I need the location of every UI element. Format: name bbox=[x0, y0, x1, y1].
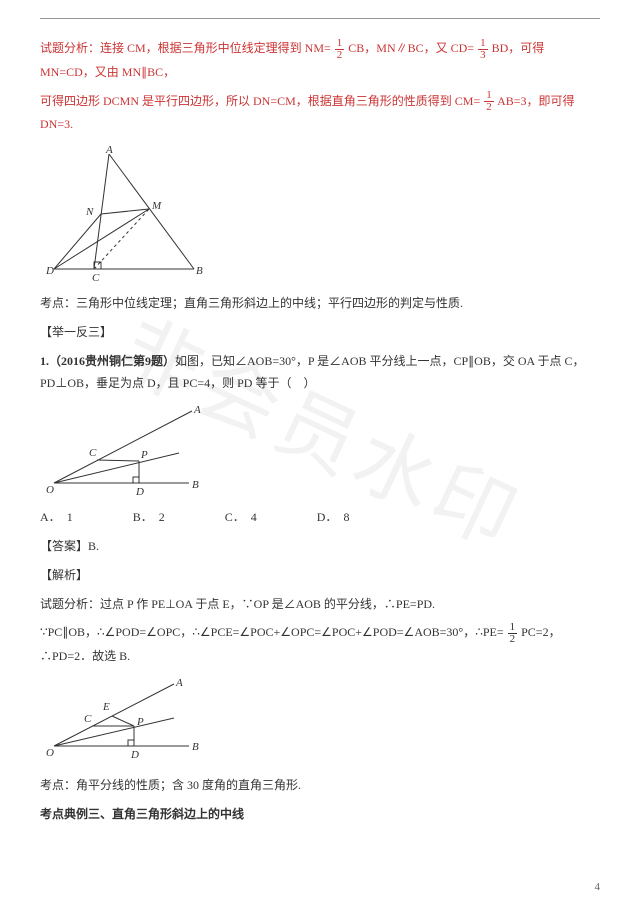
fig3-label-C: C bbox=[84, 713, 92, 725]
fig2-label-A: A bbox=[193, 404, 201, 416]
analysis-text-4: 可得四边形 DCMN 是平行四边形，所以 DN=CM，根据直角三角形的性质得到 … bbox=[40, 94, 480, 108]
fig2-label-C: C bbox=[89, 447, 97, 459]
fig3-label-B: B bbox=[192, 741, 199, 753]
question-1: 1.（2016贵州铜仁第9题）如图，已知∠AOB=30°，P 是∠AOB 平分线… bbox=[40, 350, 600, 396]
kaodian-1: 考点：三角形中位线定理；直角三角形斜边上的中线；平行四边形的判定与性质. bbox=[40, 292, 600, 315]
fig3-label-D: D bbox=[130, 749, 139, 761]
dianli-3: 考点典例三、直角三角形斜边上的中线 bbox=[40, 803, 600, 826]
fig1-label-D: D bbox=[45, 265, 54, 277]
fraction-2: 13 bbox=[478, 38, 488, 61]
fig2-label-D: D bbox=[135, 486, 144, 498]
choices-row: A． 1 B． 2 C． 4 D． 8 bbox=[40, 506, 600, 529]
fan3-heading: 【举一反三】 bbox=[40, 321, 600, 344]
fig1-label-A: A bbox=[105, 144, 113, 156]
analysis-text-2: CB，MN∥BC，又 CD= bbox=[348, 41, 474, 55]
fraction-4: 12 bbox=[508, 622, 518, 645]
fig2-label-O: O bbox=[46, 484, 54, 496]
analysis-red-line2: 可得四边形 DCMN 是平行四边形，所以 DN=CM，根据直角三角形的性质得到 … bbox=[40, 90, 600, 137]
figure-1: A B C D N M bbox=[44, 144, 204, 284]
question-1-head: 1.（2016贵州铜仁第9题） bbox=[40, 354, 175, 368]
fig1-label-M: M bbox=[151, 200, 162, 212]
fig3-label-O: O bbox=[46, 747, 54, 759]
jiexi-label: 【解析】 bbox=[40, 564, 600, 587]
fig1-label-B: B bbox=[196, 265, 203, 277]
fig2-label-P: P bbox=[140, 449, 148, 461]
fig3-label-E: E bbox=[102, 701, 110, 713]
fig3-label-A: A bbox=[175, 677, 183, 689]
fraction-1: 12 bbox=[335, 38, 345, 61]
figure-3: A B C D O P E bbox=[44, 676, 204, 766]
fig2-label-B: B bbox=[192, 479, 199, 491]
analysis-red: 试题分析：连接 CM，根据三角形中位线定理得到 NM= 12 CB，MN∥BC，… bbox=[40, 37, 600, 84]
choice-C: C． 4 bbox=[225, 506, 257, 529]
answer-label: 【答案】 bbox=[40, 539, 88, 553]
analysis-2-line1: 试题分析：过点 P 作 PE⊥OA 于点 E，∵OP 是∠AOB 的平分线，∴P… bbox=[40, 593, 600, 616]
fig3-label-P: P bbox=[136, 716, 144, 728]
kaodian-2: 考点：角平分线的性质；含 30 度角的直角三角形. bbox=[40, 774, 600, 797]
page-number: 4 bbox=[595, 877, 601, 898]
fig1-label-N: N bbox=[85, 206, 94, 218]
choice-A: A． 1 bbox=[40, 506, 73, 529]
analysis-text-1: 试题分析：连接 CM，根据三角形中位线定理得到 NM= bbox=[40, 41, 331, 55]
figure-2: A B C D O P bbox=[44, 403, 204, 498]
header-rule bbox=[40, 18, 600, 19]
analysis-2-line2: ∵PC∥OB，∴∠POD=∠OPC，∴∠PCE=∠POC+∠OPC=∠POC+∠… bbox=[40, 621, 600, 668]
choice-D: D． 8 bbox=[317, 506, 350, 529]
answer-line: 【答案】B. bbox=[40, 535, 600, 558]
fraction-3: 12 bbox=[484, 90, 494, 113]
answer-value: B. bbox=[88, 539, 99, 553]
fig1-label-C: C bbox=[92, 272, 100, 284]
choice-B: B． 2 bbox=[133, 506, 165, 529]
analysis-2-text-a: ∵PC∥OB，∴∠POD=∠OPC，∴∠PCE=∠POC+∠OPC=∠POC+∠… bbox=[40, 625, 504, 639]
